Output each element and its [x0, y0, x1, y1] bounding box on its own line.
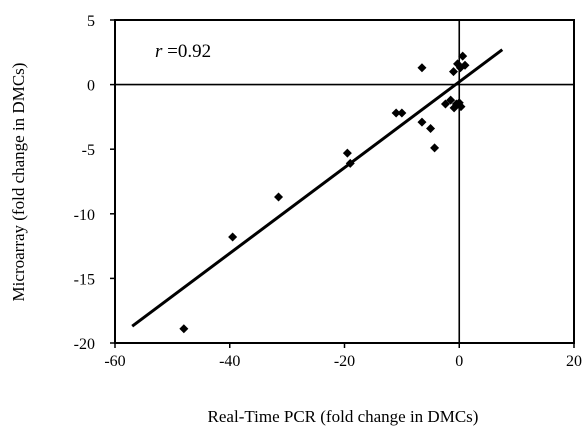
y-axis-label: Microarray (fold change in DMCs): [9, 63, 28, 302]
trendline-layer: [131, 48, 504, 328]
x-tick-label: -40: [219, 353, 240, 370]
data-point: [440, 99, 450, 109]
data-point: [397, 108, 407, 118]
x-tick-label: 0: [455, 353, 463, 370]
data-point: [426, 124, 436, 134]
plot-frame: [114, 19, 575, 344]
r-value: =0.92: [162, 41, 211, 62]
y-tick-label: 0: [87, 78, 95, 95]
x-axis-label: Real-Time PCR (fold change in DMCs): [208, 407, 479, 426]
x-tick-label: 20: [566, 353, 582, 370]
data-point: [228, 232, 238, 242]
data-point: [417, 117, 427, 127]
y-tick-label: -20: [74, 336, 95, 353]
data-point: [417, 63, 427, 73]
data-point: [458, 51, 468, 61]
data-point: [460, 60, 470, 70]
y-tick-label: -5: [82, 142, 95, 159]
trendline: [131, 48, 504, 328]
data-point: [345, 158, 355, 168]
y-tick-label: 5: [87, 13, 95, 30]
reference-lines: [115, 20, 574, 343]
plot-area: [114, 19, 575, 344]
y-tick-label: -10: [74, 207, 95, 224]
data-point: [449, 67, 459, 77]
y-tick-label: -15: [74, 271, 95, 288]
data-point: [391, 108, 401, 118]
r-symbol: r: [155, 41, 163, 62]
data-point: [342, 148, 352, 158]
data-point: [446, 95, 456, 105]
data-point: [179, 324, 189, 334]
tick-labels: -60 -40 -20 0 20 5 0 -5 -10 -15 -20: [74, 13, 582, 370]
data-point: [430, 143, 440, 153]
data-point: [274, 192, 284, 202]
x-tick-label: -60: [104, 353, 125, 370]
data-point: [456, 102, 466, 112]
x-tick-label: -20: [334, 353, 355, 370]
r-annotation: r =0.92: [155, 41, 211, 62]
data-points: [179, 51, 470, 334]
